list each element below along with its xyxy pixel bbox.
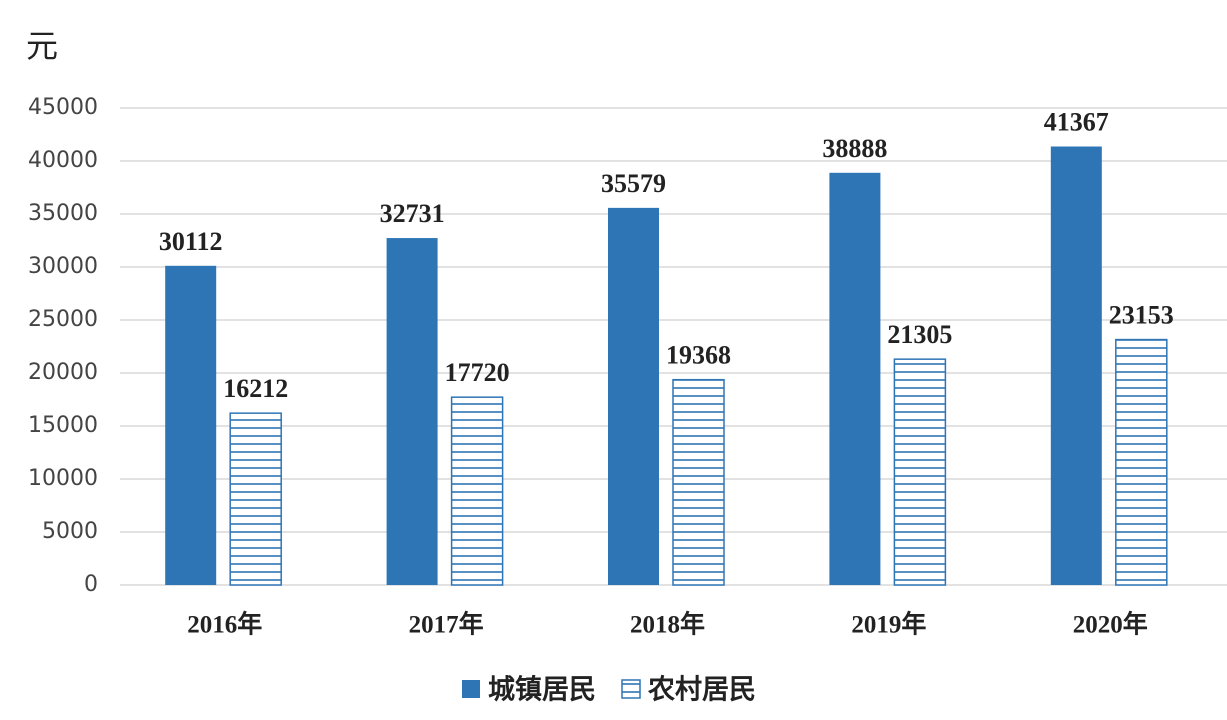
value-label: 30112	[159, 227, 223, 256]
y-tick-label: 40000	[28, 148, 98, 173]
y-tick-label: 45000	[28, 95, 98, 120]
value-label: 32731	[380, 199, 445, 228]
bar	[1050, 146, 1102, 585]
bar	[229, 412, 282, 586]
bar	[165, 265, 217, 585]
bar	[893, 358, 947, 586]
bar	[1115, 338, 1168, 586]
y-tick-label: 15000	[28, 413, 98, 438]
value-label: 41367	[1044, 107, 1109, 136]
y-tick-label: 20000	[28, 360, 98, 385]
x-tick-label: 2018年	[630, 610, 705, 639]
value-label: 38888	[822, 134, 887, 163]
value-label: 23153	[1109, 301, 1174, 330]
value-label: 35579	[601, 169, 666, 198]
bar	[829, 172, 881, 585]
bar	[672, 378, 725, 586]
y-tick-label: 30000	[28, 254, 98, 279]
x-tick-label: 2019年	[851, 610, 926, 639]
y-axis-label: 元	[26, 27, 58, 65]
legend-label: 农村居民	[647, 675, 756, 706]
y-tick-label: 25000	[28, 307, 98, 332]
legend-swatch	[621, 679, 641, 699]
bar	[386, 238, 438, 586]
bar	[608, 207, 659, 585]
x-tick-label: 2017年	[409, 610, 484, 639]
value-label: 17720	[445, 358, 510, 387]
value-label: 21305	[887, 320, 952, 349]
bar	[450, 396, 504, 586]
legend-label: 城镇居民	[488, 675, 596, 706]
x-tick-label: 2020年	[1073, 610, 1148, 639]
y-tick-label: 0	[84, 572, 98, 597]
y-tick-label: 35000	[28, 201, 98, 226]
y-tick-label: 5000	[42, 519, 98, 544]
value-label: 16212	[223, 374, 288, 403]
value-label: 19368	[666, 341, 731, 370]
legend-swatch	[462, 680, 480, 698]
x-tick-label: 2016年	[187, 610, 262, 639]
y-tick-label: 10000	[28, 466, 98, 491]
